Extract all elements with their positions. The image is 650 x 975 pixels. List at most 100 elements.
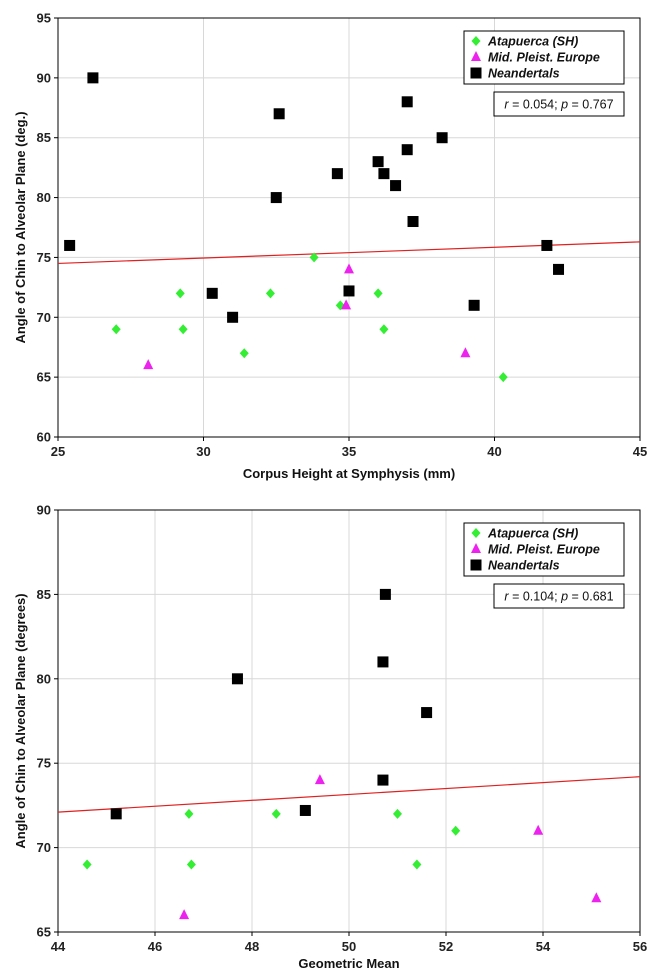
series-points — [64, 72, 565, 323]
mid-pleist-europe-marker — [533, 824, 544, 835]
y-tick-label: 80 — [37, 671, 51, 686]
neandertal-marker — [379, 588, 391, 600]
scatter-chart-geometric-mean: 44 46 48 50 52 54 56 65 70 75 80 85 90 Geometric Mean… — [13, 503, 647, 972]
atapuerca-marker — [309, 252, 319, 263]
atapuerca-marker — [175, 288, 185, 299]
neandertal-marker — [378, 168, 390, 180]
x-tick-label: 56 — [633, 939, 647, 954]
mid-pleist-europe-marker — [314, 774, 325, 785]
y-tick-label: 85 — [37, 587, 51, 602]
y-tick-label: 80 — [37, 190, 51, 205]
neandertal-marker — [299, 804, 311, 816]
correlation-stat-text: r = 0.104; p = 0.681 — [504, 590, 613, 604]
atapuerca-marker — [393, 808, 402, 819]
y-tick-label: 70 — [37, 310, 51, 325]
neandertal-marker — [390, 180, 402, 192]
neandertal-marker — [377, 656, 389, 668]
atapuerca-marker — [451, 825, 461, 836]
stat-box: r = 0.054; p = 0.767 — [493, 91, 625, 117]
neandertal-marker — [343, 285, 355, 297]
x-tick-label: 40 — [487, 444, 501, 459]
stat-box: r = 0.104; p = 0.681 — [493, 583, 625, 609]
y-tick-label: 65 — [37, 925, 51, 940]
atapuerca-marker — [498, 372, 508, 383]
mid-pleist-europe-marker — [344, 263, 354, 274]
x-tick-label: 30 — [196, 444, 210, 459]
neandertal-marker — [401, 96, 413, 108]
series-points — [110, 588, 433, 820]
atapuerca-marker — [412, 859, 422, 870]
atapuerca-marker — [471, 36, 481, 46]
mid-pleist-europe-marker — [460, 347, 471, 358]
legend: Atapuerca (SH) Mid. Pleist. Europe Neander… — [463, 30, 625, 85]
x-axis-label: Geometric Mean — [298, 956, 399, 971]
y-axis-label: Angle of Chin to Alveolar Plane (degrees… — [13, 593, 28, 848]
legend-entry-label: Mid. Pleist. Europe — [488, 543, 600, 557]
mid-pleist-europe-marker — [591, 892, 602, 903]
neandertal-marker — [470, 67, 482, 79]
atapuerca-marker — [239, 348, 249, 359]
mid-pleist-europe-marker — [341, 299, 352, 310]
y-tick-label: 90 — [37, 70, 51, 85]
mid-pleist-europe-marker — [179, 909, 190, 920]
neandertal-marker — [331, 168, 343, 180]
x-tick-label: 46 — [148, 939, 162, 954]
y-tick-label: 70 — [37, 840, 51, 855]
legend-entry-label: Mid. Pleist. Europe — [488, 51, 600, 65]
neandertal-marker — [110, 808, 122, 820]
y-tick-label: 90 — [37, 503, 51, 518]
legend-entry-label: Atapuerca (SH) — [487, 527, 578, 541]
legend-entry-label: Neandertals — [488, 559, 560, 573]
series-points — [111, 252, 508, 383]
x-tick-label: 25 — [51, 444, 65, 459]
mid-pleist-europe-marker — [471, 543, 481, 553]
neandertal-marker — [273, 108, 285, 120]
neandertal-marker — [553, 263, 565, 275]
atapuerca-marker — [471, 528, 481, 538]
neandertal-marker — [541, 239, 553, 251]
y-tick-label: 75 — [37, 250, 51, 265]
regression-line — [57, 776, 641, 813]
series-points — [82, 808, 461, 870]
atapuerca-marker — [186, 859, 196, 870]
neandertal-marker — [270, 192, 282, 204]
neandertal-marker — [206, 287, 218, 299]
legend-box — [463, 522, 625, 577]
neandertal-marker — [231, 673, 243, 685]
y-tick-label: 60 — [37, 430, 51, 445]
neandertal-marker — [64, 239, 76, 251]
atapuerca-marker — [265, 288, 275, 299]
neandertal-marker — [372, 156, 384, 168]
x-tick-label: 50 — [342, 939, 356, 954]
scatter-chart-corpus-height: 25 30 35 40 45 60 65 70 75 80 85 90 95 Corpus Height … — [13, 11, 647, 482]
y-tick-label: 85 — [37, 130, 51, 145]
mid-pleist-europe-marker — [471, 51, 481, 61]
atapuerca-marker — [373, 288, 383, 299]
stat-box-frame — [493, 91, 625, 117]
neandertal-marker — [87, 72, 99, 84]
x-tick-label: 35 — [342, 444, 356, 459]
atapuerca-marker — [178, 324, 188, 335]
x-tick-label: 52 — [439, 939, 453, 954]
neandertal-marker — [470, 559, 482, 571]
series-points — [179, 774, 602, 920]
neandertal-marker — [468, 299, 480, 311]
atapuerca-marker — [379, 324, 389, 335]
y-tick-label: 95 — [37, 11, 51, 26]
stat-box-frame — [493, 583, 625, 609]
x-tick-label: 44 — [51, 939, 66, 954]
atapuerca-marker — [82, 859, 92, 870]
legend: Atapuerca (SH) Mid. Pleist. Europe Neander… — [463, 522, 625, 577]
neandertal-marker — [421, 707, 433, 719]
x-axis-label: Corpus Height at Symphysis (mm) — [243, 466, 455, 481]
legend-entry-label: Atapuerca (SH) — [487, 35, 578, 49]
atapuerca-marker — [184, 808, 194, 819]
atapuerca-marker — [271, 808, 281, 819]
neandertal-marker — [407, 216, 419, 228]
legend-entry-label: Neandertals — [488, 67, 560, 81]
y-tick-label: 65 — [37, 370, 51, 385]
x-tick-label: 45 — [633, 444, 647, 459]
x-tick-label: 48 — [245, 939, 259, 954]
neandertal-marker — [227, 311, 239, 323]
neandertal-marker — [377, 774, 389, 786]
